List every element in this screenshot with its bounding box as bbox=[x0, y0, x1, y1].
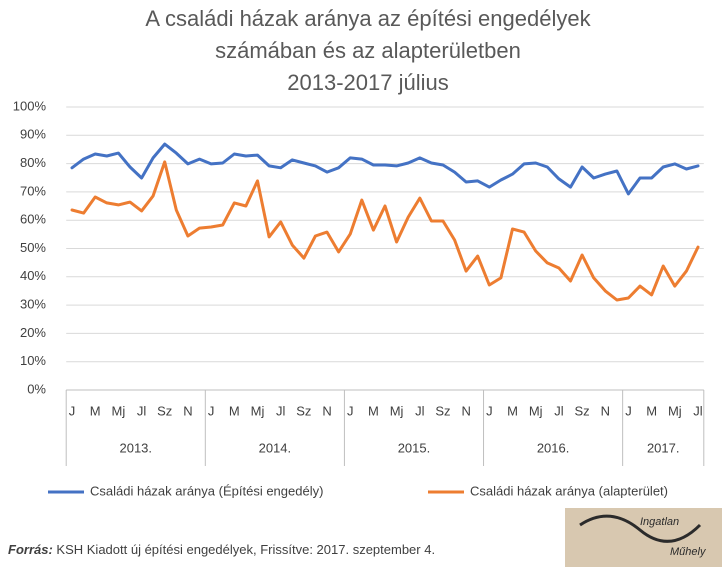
x-tick-label: M bbox=[90, 403, 101, 418]
x-tick-label: N bbox=[183, 403, 192, 418]
x-tick-label: J bbox=[347, 403, 354, 418]
x-tick-label: Sz bbox=[157, 403, 172, 418]
x-tick-label: N bbox=[322, 403, 331, 418]
y-tick-label: 0% bbox=[27, 381, 46, 396]
group-label: 2016. bbox=[537, 440, 570, 455]
y-tick-label: 30% bbox=[20, 297, 46, 312]
logo-text: Ingatlan bbox=[640, 516, 679, 528]
series-line bbox=[70, 160, 700, 302]
x-tick-label: Sz bbox=[296, 403, 311, 418]
x-tick-label: Mj bbox=[390, 403, 404, 418]
x-tick-label: J bbox=[208, 403, 215, 418]
y-tick-label: 80% bbox=[20, 155, 46, 170]
x-tick-label: Jl bbox=[137, 403, 147, 418]
y-tick-label: 10% bbox=[20, 353, 46, 368]
group-label: 2017. bbox=[647, 440, 680, 455]
x-tick-label: J bbox=[625, 403, 632, 418]
x-tick-label: M bbox=[368, 403, 379, 418]
y-tick-label: 20% bbox=[20, 325, 46, 340]
logo: Ingatlan Műhely bbox=[565, 508, 722, 567]
logo-stroke bbox=[579, 514, 702, 543]
x-tick-label: Sz bbox=[435, 403, 450, 418]
x-tick-label: Jl bbox=[276, 403, 286, 418]
group-label: 2015. bbox=[398, 440, 431, 455]
logo-text: Műhely bbox=[670, 546, 707, 558]
series-line bbox=[70, 142, 700, 196]
x-tick-label: Jl bbox=[554, 403, 564, 418]
x-tick-label: N bbox=[601, 403, 610, 418]
y-tick-label: 50% bbox=[20, 240, 46, 255]
source-text: KSH Kiadott új építési engedélyek, Friss… bbox=[56, 542, 435, 557]
legend-label: Családi házak aránya (alapterület) bbox=[470, 483, 668, 498]
x-tick-label: Mj bbox=[251, 403, 265, 418]
y-tick-label: 40% bbox=[20, 268, 46, 283]
y-tick-label: 60% bbox=[20, 212, 46, 227]
group-label: 2013. bbox=[119, 440, 152, 455]
x-tick-label: Jl bbox=[693, 403, 703, 418]
x-tick-label: J bbox=[69, 403, 76, 418]
chart-title: számában és az alapterületben bbox=[215, 38, 521, 63]
source-label: Forrás: bbox=[8, 542, 53, 557]
x-tick-label: Mj bbox=[668, 403, 682, 418]
y-tick-label: 100% bbox=[13, 98, 47, 113]
x-tick-label: Jl bbox=[415, 403, 425, 418]
group-label: 2014. bbox=[259, 440, 292, 455]
x-tick-label: Mj bbox=[529, 403, 543, 418]
chart-title: 2013-2017 július bbox=[287, 70, 448, 95]
legend-label: Családi házak aránya (Építési engedély) bbox=[90, 483, 323, 498]
x-tick-label: J bbox=[486, 403, 493, 418]
x-tick-label: N bbox=[461, 403, 470, 418]
y-tick-label: 70% bbox=[20, 183, 46, 198]
x-tick-label: M bbox=[507, 403, 518, 418]
x-tick-label: M bbox=[646, 403, 657, 418]
x-tick-label: Sz bbox=[574, 403, 589, 418]
chart-title: A családi házak aránya az építési engedé… bbox=[145, 6, 591, 31]
source: Forrás: KSH Kiadott új építési engedélye… bbox=[8, 542, 435, 557]
y-tick-label: 90% bbox=[20, 127, 46, 142]
x-tick-label: M bbox=[229, 403, 240, 418]
x-tick-label: Mj bbox=[112, 403, 126, 418]
